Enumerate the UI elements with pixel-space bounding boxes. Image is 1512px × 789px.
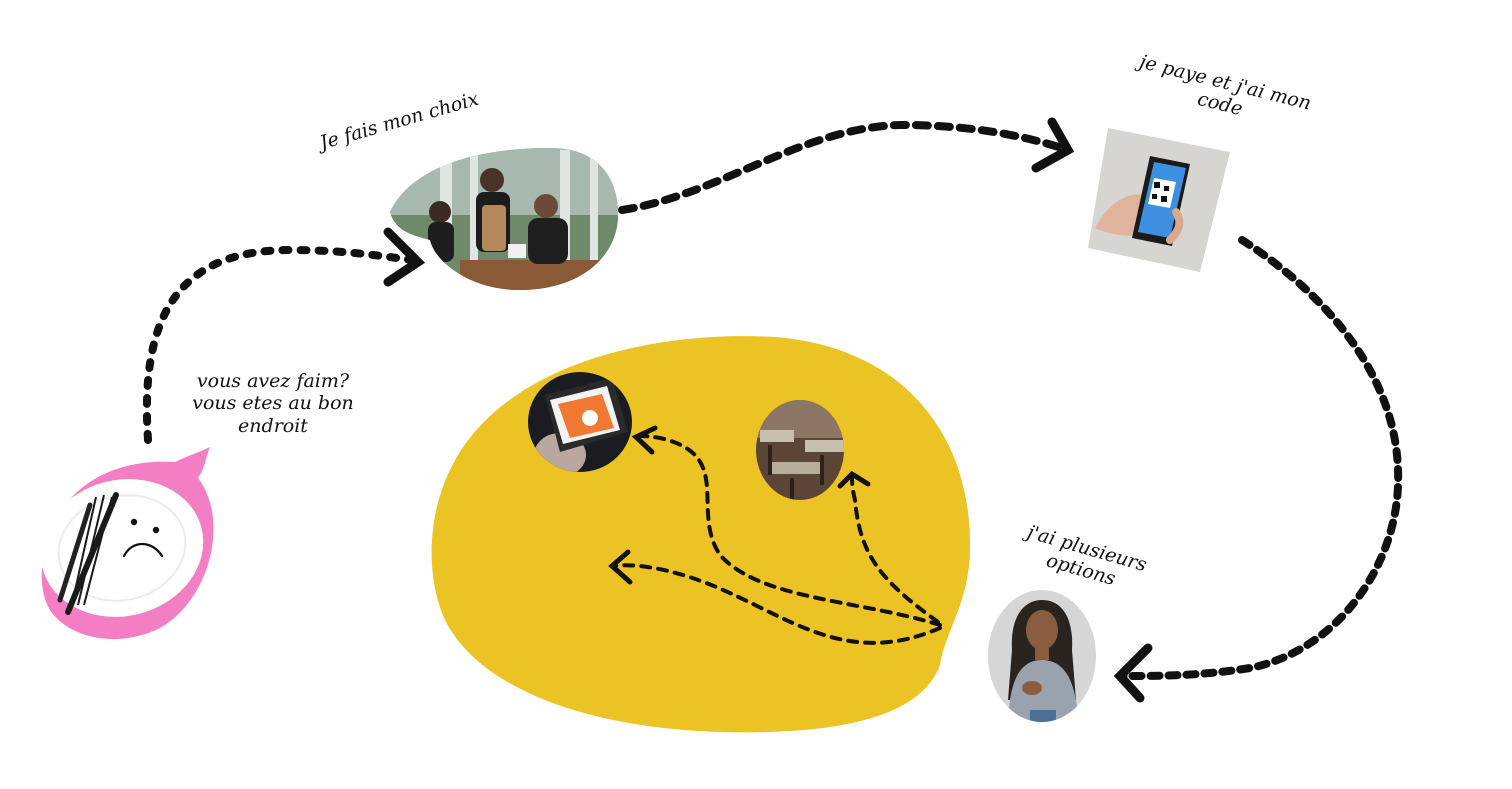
person-thinking-icon bbox=[988, 590, 1096, 722]
phone-app-icon bbox=[528, 372, 632, 472]
inner-arrowhead-phone-app bbox=[631, 425, 658, 455]
arrowhead-options bbox=[1113, 643, 1153, 703]
arrow-choose-to-pay bbox=[618, 120, 1066, 214]
inner-arrow-to-left bbox=[612, 563, 942, 645]
sad-plate-icon bbox=[40, 447, 214, 640]
step-hungry-label: vous avez faim? vous etes au bon endroit bbox=[168, 370, 378, 437]
arrowhead-pay bbox=[1031, 117, 1075, 173]
inner-arrow-to-restaurant bbox=[850, 474, 940, 624]
inner-arrow-to-phone-app bbox=[634, 434, 942, 627]
arrow-hungry-to-choose bbox=[142, 245, 416, 444]
step-hungry-line1: vous avez faim? bbox=[196, 370, 350, 392]
arrow-pay-to-options bbox=[1118, 236, 1403, 680]
step-hungry-line2: vous etes au bon bbox=[192, 392, 354, 415]
step-hungry-line3: endroit bbox=[238, 414, 308, 437]
waiter-table-icon bbox=[390, 148, 619, 290]
arrowhead-choose bbox=[383, 227, 426, 287]
qr-phone-icon bbox=[1088, 128, 1230, 272]
yellow-blob bbox=[431, 336, 971, 733]
inner-arrowhead-left bbox=[608, 549, 633, 585]
inner-arrowhead-restaurant bbox=[837, 470, 871, 489]
